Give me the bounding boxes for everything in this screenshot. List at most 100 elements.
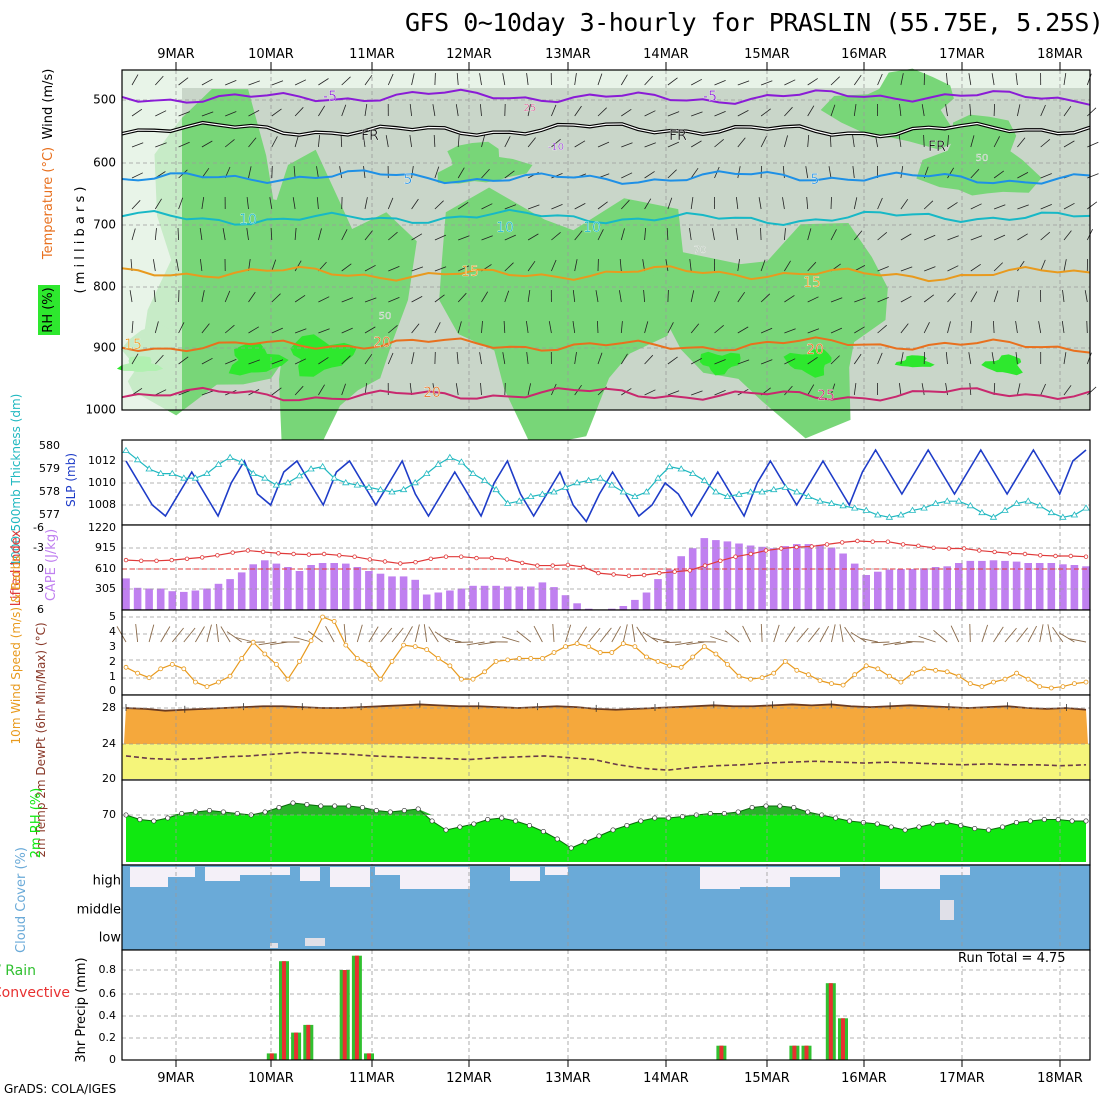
wind-barb	[667, 77, 678, 86]
precip-convective-bar	[294, 1032, 299, 1060]
cloud-high-gap	[740, 867, 790, 887]
rh-series-line	[125, 802, 1086, 849]
wind-barb	[201, 111, 214, 117]
precip-tick-label: 0.8	[99, 963, 117, 976]
wind-speed-point	[910, 670, 915, 676]
wind-barb	[993, 136, 1000, 148]
dewpoint-series-line	[125, 751, 1087, 771]
cape-bar	[978, 560, 986, 610]
wind-barb	[565, 624, 572, 643]
rh-point	[652, 815, 658, 821]
cape-bar	[307, 565, 315, 610]
wind-barb	[714, 390, 726, 396]
rh-axis-label: RH (%)	[41, 287, 56, 332]
thickness-point	[156, 469, 165, 477]
cloud-high-gap	[205, 867, 240, 881]
cape-bar	[584, 608, 593, 610]
wind-barb	[364, 353, 373, 365]
cape-tick-label: 610	[95, 562, 116, 575]
wind-barb	[807, 78, 818, 86]
thickness-tick-label: 578	[39, 485, 60, 498]
y-tick-label: 700	[93, 218, 116, 232]
wind-barb	[479, 73, 482, 86]
wind-barb	[1087, 107, 1097, 117]
wind-barb	[737, 110, 749, 117]
thickness-point	[330, 474, 338, 481]
cloud-high-gap	[790, 867, 840, 877]
thickness-point	[1047, 508, 1056, 516]
rh-point	[290, 800, 296, 806]
thickness-point	[608, 481, 616, 488]
wind-barb	[428, 626, 439, 643]
cape-bar	[353, 567, 362, 610]
li-axis-label: Lifted Index	[9, 529, 24, 606]
wind-barb	[710, 636, 728, 643]
wind-barb	[294, 135, 299, 148]
cape-bar	[295, 571, 304, 610]
cape-bar	[955, 563, 963, 610]
wind-barb	[574, 105, 582, 117]
wind-barb	[1040, 173, 1052, 179]
wind-barb	[667, 390, 680, 396]
rh-tick-label: 70	[102, 808, 116, 821]
wind-barb	[480, 382, 482, 396]
li-point	[946, 546, 952, 551]
wind-barb	[597, 107, 607, 117]
wind-barb	[356, 624, 363, 643]
wind-barb	[784, 328, 796, 334]
thickness-point	[503, 499, 512, 506]
wind-barb	[341, 104, 347, 117]
wind-barb	[248, 137, 257, 148]
rh-point	[151, 818, 157, 824]
wind-barb	[860, 637, 878, 643]
wind-barb	[877, 197, 883, 210]
thickness-point	[180, 474, 188, 481]
wind-barb	[526, 73, 529, 86]
li-point	[535, 563, 540, 568]
date-label-top: 11MAR	[349, 47, 395, 62]
wind-barb	[686, 641, 705, 646]
wind-barb	[504, 290, 510, 303]
wind-barb	[341, 229, 348, 241]
wind-speed-point	[933, 667, 938, 673]
wind-barb	[852, 166, 855, 179]
wind-barb	[129, 290, 133, 303]
rh-point	[1027, 818, 1033, 824]
rh-point	[610, 827, 616, 833]
cape-bar	[908, 569, 917, 610]
rh-point	[972, 825, 978, 832]
wind-barb	[970, 135, 975, 148]
cloud-tick-label: low	[99, 931, 122, 946]
temp-axis-label: 2m Temp 2m DewPt (6hr Min/Max) (°C)	[34, 622, 48, 857]
wind-barb	[364, 297, 377, 303]
wind-barb	[574, 203, 586, 210]
wind-barb	[1040, 138, 1051, 148]
wind-barb	[387, 352, 394, 365]
wind-barb	[933, 629, 948, 643]
cloud-high-gap	[545, 867, 568, 875]
wind-barb	[504, 136, 511, 148]
wind-barb	[533, 625, 543, 643]
rh-point	[193, 809, 199, 815]
wind-speed-point	[1037, 684, 1043, 689]
wind-barb	[364, 74, 373, 86]
cape-bar	[550, 587, 558, 610]
cape-bar	[966, 560, 975, 610]
wind-barb	[411, 352, 415, 365]
wind-barb	[651, 637, 670, 643]
rh-point	[999, 824, 1006, 830]
cape-bar	[180, 591, 188, 610]
wind-barb	[341, 327, 353, 334]
li-point	[855, 538, 860, 544]
wind-barb	[900, 166, 904, 179]
thickness-point	[122, 446, 130, 454]
thickness-point	[307, 465, 315, 472]
wind-barb	[666, 227, 669, 241]
thickness-point	[399, 485, 408, 493]
wind-barb	[403, 626, 413, 643]
wind-barb	[294, 358, 307, 365]
wind-barb	[970, 235, 983, 241]
thickness-point	[677, 465, 685, 472]
rh-point	[359, 804, 366, 811]
cloud-gap	[270, 943, 278, 948]
